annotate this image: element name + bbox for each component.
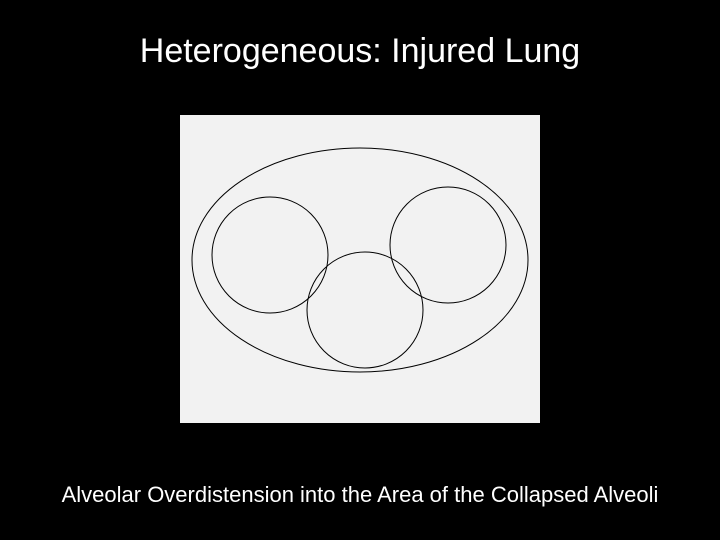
alveolus-circle [390,187,506,303]
alveolus-circle [212,197,328,313]
alveolus-circle [307,252,423,368]
diagram-panel [180,115,540,423]
lung-diagram [180,115,540,423]
caption-text: Alveolar Overdistension into the Area of… [0,482,720,508]
page-title: Heterogeneous: Injured Lung [0,32,720,71]
outer-ellipse [192,148,528,372]
